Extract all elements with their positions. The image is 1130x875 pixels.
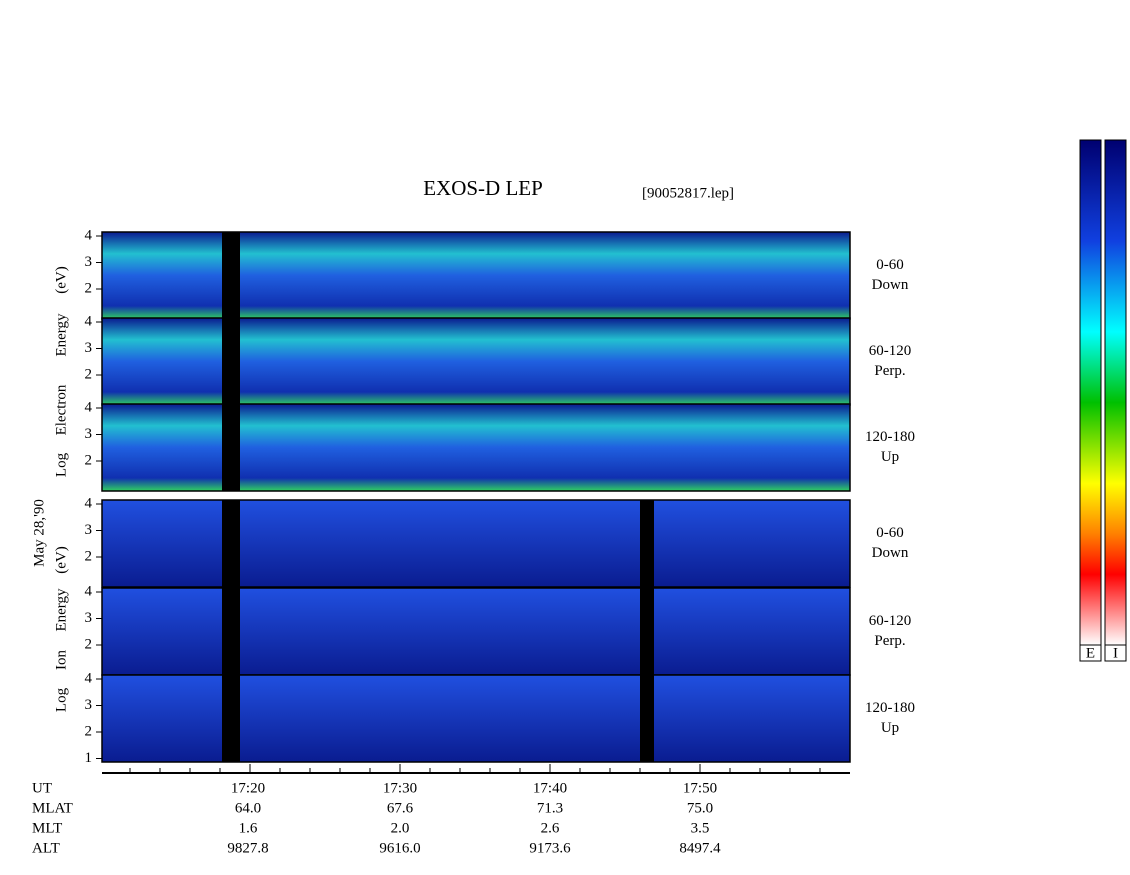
spectrogram — [102, 404, 850, 491]
orbit-value: 75.0 — [687, 800, 713, 816]
data-gap — [222, 500, 240, 587]
y-tick-label: 4 — [85, 670, 93, 686]
axis-label: Energy — [53, 588, 69, 632]
orbit-value: 17:30 — [383, 780, 417, 796]
color-bar-label: E — [1086, 645, 1095, 661]
orbit-value: 17:20 — [231, 780, 265, 796]
y-tick-label: 4 — [85, 495, 93, 511]
y-tick-label: 4 — [85, 399, 93, 415]
color-bar — [1079, 139, 1102, 646]
panel-frame — [101, 674, 851, 763]
orbit-value: 2.6 — [541, 820, 560, 836]
panel-label: Down — [872, 545, 909, 561]
y-tick-label: 4 — [85, 313, 93, 329]
panel-label: Perp. — [874, 363, 905, 379]
data-gap — [222, 588, 240, 675]
color-bar — [1104, 139, 1127, 646]
panel-label: Up — [881, 449, 899, 465]
y-tick-label: 3 — [85, 254, 93, 270]
spectrogram — [102, 588, 850, 675]
panel-frame — [101, 499, 851, 588]
data-gap — [640, 675, 654, 762]
panel-label: Up — [881, 720, 899, 736]
spectrogram — [102, 232, 850, 319]
data-gap — [222, 232, 240, 319]
orbit-value: 2.0 — [391, 820, 410, 836]
y-tick-label: 3 — [85, 426, 93, 442]
title: EXOS-D LEP — [423, 176, 543, 200]
orbit-row-name: ALT — [32, 840, 60, 856]
spectrogram — [102, 675, 850, 762]
data-gap — [222, 318, 240, 405]
y-tick-label: 2 — [85, 636, 93, 652]
axis-label: Log — [53, 452, 69, 477]
axis-label: Ion — [53, 650, 69, 670]
orbit-row-name: MLT — [32, 820, 62, 836]
file-name: [90052817.lep] — [642, 185, 734, 201]
axis-label: (eV) — [53, 546, 69, 573]
axis-label: (eV) — [53, 266, 69, 293]
panel-label: 60-120 — [869, 343, 912, 359]
y-tick-label: 1 — [85, 750, 93, 766]
y-tick-label: 2 — [85, 452, 93, 468]
date: May 28,'90 — [31, 499, 47, 567]
y-tick-label: 2 — [85, 280, 93, 296]
y-tick-label: 3 — [85, 340, 93, 356]
orbit-value: 3.5 — [691, 820, 710, 836]
orbit-value: 71.3 — [537, 800, 563, 816]
orbit-row-name: MLAT — [32, 800, 73, 816]
y-tick-label: 2 — [85, 548, 93, 564]
orbit-value: 17:50 — [683, 780, 717, 796]
axis-label: Log — [53, 687, 69, 712]
panel-frame — [101, 403, 851, 492]
color-bar-label-box — [1079, 644, 1102, 662]
data-gap — [640, 588, 654, 675]
orbit-value: 9827.8 — [227, 840, 268, 856]
y-tick-label: 2 — [85, 366, 93, 382]
panel-label: Down — [872, 277, 909, 293]
panel-label: Perp. — [874, 633, 905, 649]
y-tick-label: 4 — [85, 583, 93, 599]
panel-label: 60-120 — [869, 613, 912, 629]
color-bar-label-box — [1104, 644, 1127, 662]
axis-label: Electron — [53, 384, 69, 435]
spectrogram — [102, 500, 850, 587]
orbit-value: 64.0 — [235, 800, 261, 816]
orbit-value: 17:40 — [533, 780, 567, 796]
data-gap — [640, 500, 654, 587]
orbit-value: 8497.4 — [679, 840, 721, 856]
axis-label: Energy — [53, 313, 69, 357]
data-gap — [222, 404, 240, 491]
panel-label: 120-180 — [865, 429, 915, 445]
y-tick-label: 4 — [85, 227, 93, 243]
panel-label: 0-60 — [876, 525, 904, 541]
orbit-row-name: UT — [32, 780, 52, 796]
orbit-value: 1.6 — [239, 820, 258, 836]
y-tick-label: 2 — [85, 723, 93, 739]
y-tick-label: 3 — [85, 610, 93, 626]
color-bar-label: I — [1113, 645, 1118, 661]
data-gap — [222, 675, 240, 762]
panel-label: 120-180 — [865, 700, 915, 716]
orbit-value: 9173.6 — [529, 840, 571, 856]
orbit-value: 67.6 — [387, 800, 414, 816]
y-tick-label: 3 — [85, 697, 93, 713]
y-tick-label: 3 — [85, 522, 93, 538]
orbit-value: 9616.0 — [379, 840, 420, 856]
spectrogram — [102, 318, 850, 405]
panel-label: 0-60 — [876, 257, 904, 273]
